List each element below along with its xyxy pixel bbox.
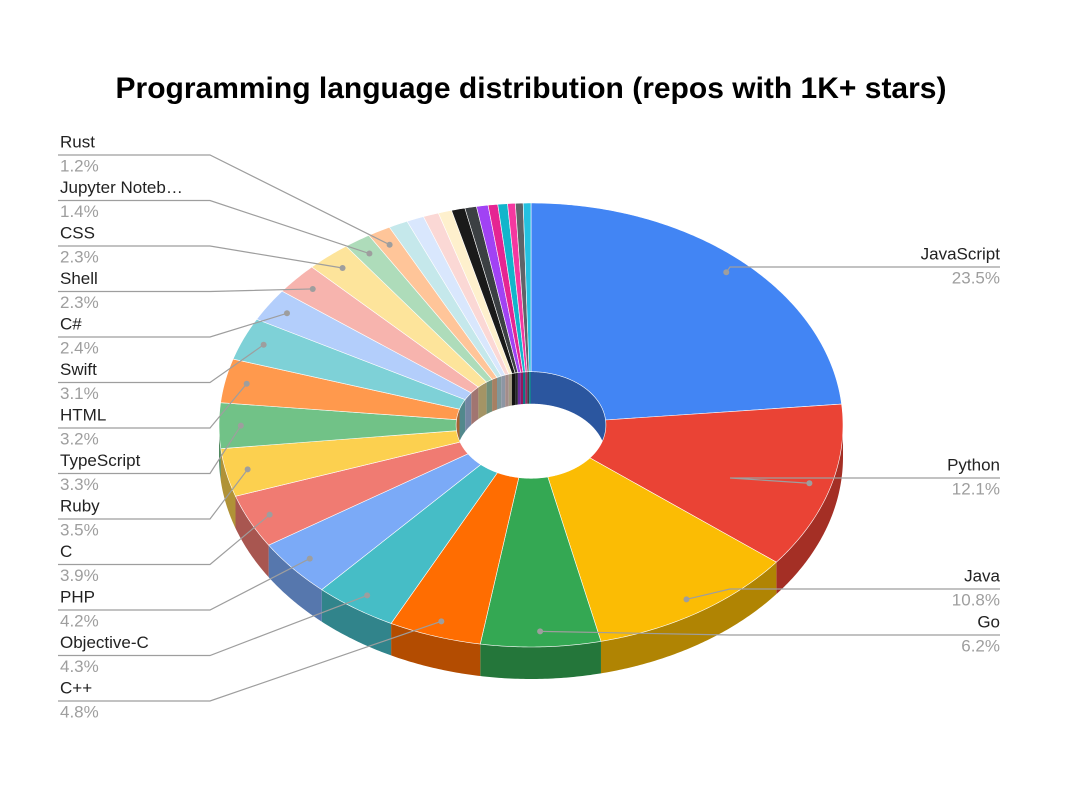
slice-inner-side bbox=[527, 371, 530, 404]
leader-dot bbox=[244, 466, 251, 473]
slice-value-label: 4.8% bbox=[60, 702, 99, 721]
slice-label: C++ bbox=[60, 678, 92, 697]
slice-inner-side bbox=[515, 372, 518, 405]
leader-line bbox=[686, 588, 1000, 600]
leader-line bbox=[58, 383, 248, 429]
slice-label: PHP bbox=[60, 587, 95, 606]
slice-label: Swift bbox=[60, 360, 97, 379]
leader-line bbox=[58, 514, 271, 566]
slice-inner-side bbox=[517, 372, 521, 405]
slice-label: Rust bbox=[60, 132, 95, 151]
slice-inner-side bbox=[497, 376, 502, 410]
slice-label: C bbox=[60, 542, 72, 561]
leader-dot bbox=[806, 480, 813, 487]
slice-inner-side bbox=[492, 377, 498, 412]
leader-line bbox=[729, 477, 1000, 484]
slice-label: Shell bbox=[60, 269, 98, 288]
leader-line bbox=[58, 344, 264, 384]
chart-title: Programming language distribution (repos… bbox=[116, 72, 947, 105]
leader-line bbox=[58, 312, 288, 338]
leader-line bbox=[540, 630, 1000, 636]
slice-value-label: 1.2% bbox=[60, 156, 99, 175]
slice-value-label: 2.3% bbox=[60, 293, 99, 312]
leader-line bbox=[58, 620, 442, 702]
leader-line bbox=[58, 199, 370, 255]
slice-inner-side bbox=[505, 374, 509, 407]
slice-value-label: 3.9% bbox=[60, 566, 99, 585]
leader-line bbox=[58, 594, 368, 657]
slice-value-label: 4.2% bbox=[60, 611, 99, 630]
slice-side bbox=[220, 448, 236, 529]
slice-inner-side bbox=[465, 392, 472, 432]
slice-label: JavaScript bbox=[921, 244, 1001, 263]
leader-dot bbox=[283, 310, 290, 317]
leader-line bbox=[58, 154, 390, 246]
slice-inner-side bbox=[531, 371, 606, 452]
leader-dot bbox=[260, 341, 267, 348]
leader-line bbox=[58, 425, 242, 475]
slice-label: Jupyter Noteb… bbox=[60, 178, 183, 197]
slice-value-label: 1.4% bbox=[60, 202, 99, 221]
leader-dot bbox=[537, 628, 544, 635]
slice-inner-side bbox=[471, 387, 479, 425]
slice-label: Objective-C bbox=[60, 633, 149, 652]
slice-label: TypeScript bbox=[60, 451, 141, 470]
leader-dot bbox=[309, 285, 316, 292]
slice-label: Ruby bbox=[60, 496, 100, 515]
slice-inner-side bbox=[525, 371, 528, 404]
slice-value-label: 10.8% bbox=[952, 590, 1000, 609]
slice-label: CSS bbox=[60, 223, 95, 242]
slice-label: Python bbox=[947, 455, 1000, 474]
leader-dot bbox=[243, 380, 250, 387]
leader-dot bbox=[237, 422, 244, 429]
slice-label: Go bbox=[977, 612, 1000, 631]
slice-value-label: 3.2% bbox=[60, 429, 99, 448]
leader-dot bbox=[386, 241, 393, 248]
slice-value-label: 4.3% bbox=[60, 657, 99, 676]
slice-inner-side bbox=[459, 399, 466, 442]
slice-value-label: 3.5% bbox=[60, 520, 99, 539]
slice-side bbox=[235, 496, 269, 578]
leader-dot bbox=[723, 269, 730, 276]
slice-inner-side bbox=[478, 382, 487, 420]
leader-dot bbox=[683, 596, 690, 603]
slice-value-label: 3.1% bbox=[60, 384, 99, 403]
leader-dot bbox=[339, 265, 346, 272]
leader-dot bbox=[366, 250, 373, 257]
slice-inner-side bbox=[501, 374, 506, 409]
slice-inner-side bbox=[511, 372, 516, 406]
slice-value-label: 2.3% bbox=[60, 247, 99, 266]
leader-dot bbox=[306, 555, 313, 562]
leader-dot bbox=[438, 618, 445, 625]
slice-inner-side bbox=[508, 373, 512, 407]
slice-value-label: 6.2% bbox=[961, 636, 1000, 655]
slice-value-label: 3.3% bbox=[60, 475, 99, 494]
slice-value-label: 23.5% bbox=[952, 268, 1000, 287]
leader-line bbox=[58, 245, 343, 269]
slice-inner-side bbox=[520, 372, 524, 405]
slice bbox=[522, 202, 532, 373]
slice-label: HTML bbox=[60, 405, 106, 424]
leader-line bbox=[58, 469, 249, 520]
slice-inner-side bbox=[523, 371, 526, 405]
slice-inner-side bbox=[486, 379, 493, 415]
leader-dot bbox=[266, 511, 273, 518]
slice-value-label: 12.1% bbox=[952, 479, 1000, 498]
slice-side bbox=[600, 562, 777, 674]
leader-dot bbox=[364, 592, 371, 599]
slice-label: Java bbox=[964, 566, 1000, 585]
slice-value-label: 2.4% bbox=[60, 338, 99, 357]
slice-inner-side bbox=[529, 371, 531, 404]
leader-line bbox=[58, 288, 313, 293]
slice-side bbox=[268, 545, 322, 622]
leader-line bbox=[58, 558, 311, 611]
slice-label: C# bbox=[60, 314, 82, 333]
slice-side bbox=[391, 623, 481, 677]
slice-side bbox=[480, 641, 601, 679]
slice-side bbox=[776, 425, 843, 595]
